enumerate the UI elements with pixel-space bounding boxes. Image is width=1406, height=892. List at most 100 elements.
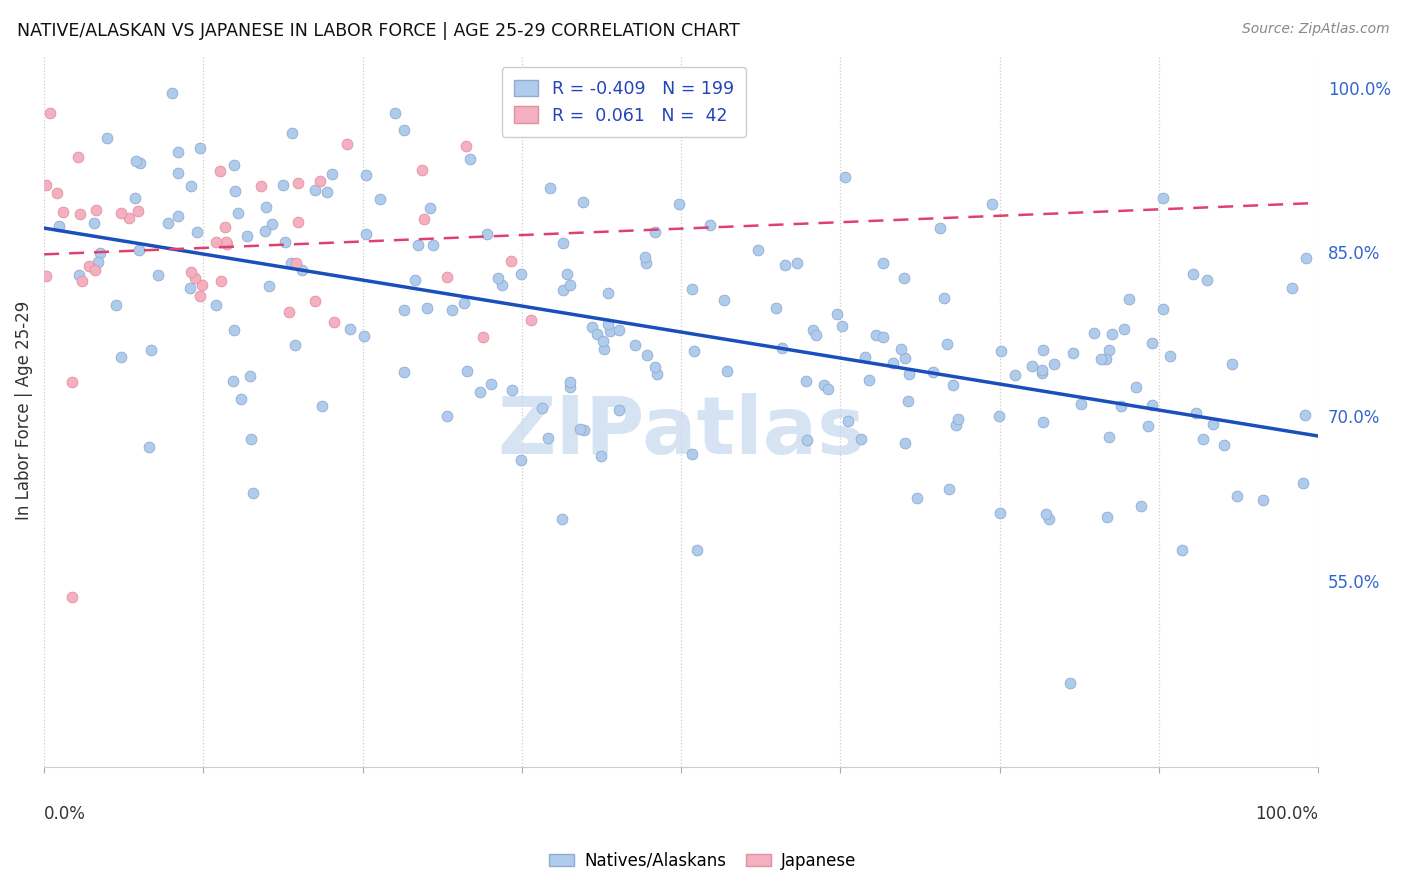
Point	[162, 87, 184, 101]
Point	[1125, 380, 1147, 394]
Point	[188, 288, 211, 302]
Point	[118, 211, 141, 225]
Point	[52, 205, 75, 219]
Point	[865, 327, 887, 342]
Point	[191, 278, 214, 293]
Point	[322, 315, 344, 329]
Point	[786, 256, 808, 270]
Point	[394, 365, 416, 379]
Point	[592, 334, 614, 348]
Point	[555, 267, 578, 281]
Point	[205, 235, 228, 250]
Point	[315, 185, 337, 199]
Point	[468, 385, 491, 400]
Point	[686, 542, 709, 557]
Point	[257, 279, 280, 293]
Point	[1097, 343, 1119, 358]
Point	[897, 394, 920, 409]
Point	[311, 399, 333, 413]
Point	[1062, 345, 1084, 359]
Point	[682, 344, 704, 359]
Point	[499, 253, 522, 268]
Point	[1090, 351, 1112, 366]
Point	[1152, 191, 1174, 205]
Point	[274, 235, 297, 249]
Point	[1129, 499, 1152, 513]
Point	[83, 263, 105, 277]
Point	[1043, 358, 1066, 372]
Point	[70, 274, 93, 288]
Point	[538, 181, 561, 195]
Point	[1197, 273, 1219, 287]
Point	[980, 197, 1002, 211]
Point	[825, 307, 848, 321]
Point	[796, 433, 818, 447]
Point	[1083, 326, 1105, 340]
Point	[558, 380, 581, 394]
Point	[945, 417, 967, 432]
Point	[208, 163, 231, 178]
Point	[1281, 281, 1303, 295]
Point	[905, 491, 928, 505]
Point	[166, 145, 188, 159]
Point	[645, 368, 668, 382]
Point	[411, 163, 433, 178]
Point	[291, 263, 314, 277]
Point	[599, 324, 621, 338]
Point	[765, 301, 787, 315]
Point	[591, 449, 613, 463]
Point	[354, 168, 377, 182]
Point	[1032, 415, 1054, 429]
Point	[1112, 322, 1135, 336]
Point	[146, 268, 169, 282]
Point	[35, 268, 58, 283]
Point	[1159, 350, 1181, 364]
Point	[1152, 301, 1174, 316]
Point	[321, 167, 343, 181]
Point	[242, 486, 264, 500]
Point	[1094, 351, 1116, 366]
Point	[1031, 366, 1053, 380]
Point	[110, 350, 132, 364]
Point	[471, 329, 494, 343]
Point	[384, 106, 406, 120]
Point	[1101, 327, 1123, 342]
Point	[893, 435, 915, 450]
Point	[1031, 343, 1053, 358]
Point	[1109, 400, 1132, 414]
Point	[1021, 359, 1043, 374]
Point	[1070, 397, 1092, 411]
Point	[281, 126, 304, 140]
Point	[222, 158, 245, 172]
Point	[287, 215, 309, 229]
Point	[224, 184, 246, 198]
Point	[934, 292, 956, 306]
Point	[747, 243, 769, 257]
Point	[491, 277, 513, 292]
Point	[215, 235, 238, 249]
Point	[928, 221, 950, 235]
Point	[537, 431, 560, 445]
Point	[139, 343, 162, 358]
Legend: R = -0.409   N = 199, R =  0.061   N =  42: R = -0.409 N = 199, R = 0.061 N = 42	[502, 68, 747, 136]
Point	[681, 282, 703, 296]
Point	[770, 341, 793, 355]
Point	[226, 206, 249, 220]
Point	[936, 337, 959, 351]
Point	[205, 298, 228, 312]
Point	[436, 270, 458, 285]
Point	[988, 507, 1011, 521]
Point	[69, 207, 91, 221]
Point	[222, 374, 245, 388]
Point	[834, 170, 856, 185]
Point	[128, 243, 150, 257]
Point	[607, 403, 630, 417]
Point	[458, 152, 481, 166]
Point	[1185, 406, 1208, 420]
Point	[353, 329, 375, 343]
Point	[35, 178, 58, 193]
Point	[858, 373, 880, 387]
Point	[1136, 419, 1159, 434]
Point	[46, 186, 69, 200]
Point	[138, 440, 160, 454]
